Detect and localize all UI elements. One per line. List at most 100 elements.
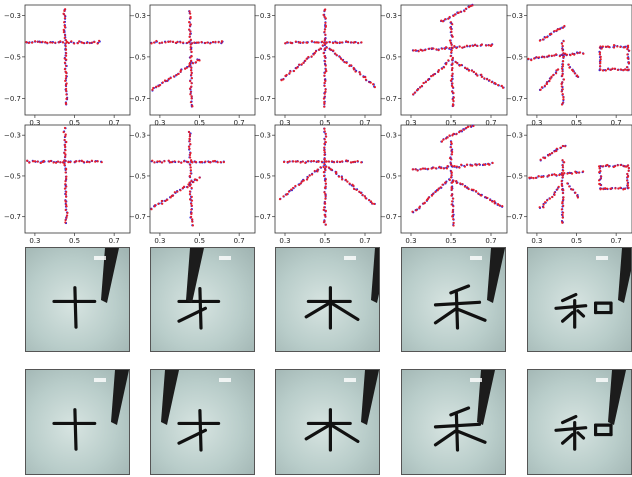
trajectory-point bbox=[556, 28, 560, 31]
trajectory-point bbox=[491, 161, 494, 165]
trajectory-point bbox=[554, 53, 558, 56]
trajectory-point bbox=[325, 135, 328, 138]
trajectory-point bbox=[558, 173, 561, 177]
trajectory-point bbox=[448, 39, 452, 42]
trajectory-point bbox=[455, 133, 458, 136]
ink-stroke bbox=[304, 423, 331, 441]
trajectory-point bbox=[177, 72, 180, 76]
trajectory-point bbox=[456, 62, 459, 65]
trajectory-point bbox=[451, 134, 454, 137]
trajectory-point bbox=[461, 183, 464, 186]
trajectory-point bbox=[332, 49, 335, 52]
trajectory-point bbox=[179, 189, 182, 192]
trajectory-point bbox=[188, 153, 192, 156]
trajectory-point bbox=[306, 41, 309, 44]
trajectory-point bbox=[160, 41, 164, 44]
x-tick-label: 0.7 bbox=[611, 237, 622, 245]
trajectory-point bbox=[416, 88, 419, 92]
trajectory-point bbox=[350, 64, 353, 67]
trajectory-point bbox=[39, 161, 42, 165]
trajectory-point bbox=[54, 41, 57, 44]
trajectory-point bbox=[189, 101, 193, 104]
trajectory-point bbox=[450, 77, 454, 81]
trajectory-point bbox=[626, 175, 629, 179]
trajectory-point bbox=[305, 178, 309, 181]
trajectory-point bbox=[418, 206, 421, 209]
ink-stroke bbox=[198, 286, 203, 330]
y-tick-label: −0.3 bbox=[380, 12, 397, 20]
trajectory-point bbox=[188, 40, 191, 43]
y-tick-label: −0.3 bbox=[4, 132, 21, 140]
trajectory-point bbox=[561, 202, 564, 205]
trajectory-point bbox=[64, 48, 68, 51]
trajectory-point bbox=[324, 195, 327, 198]
trajectory-point bbox=[469, 44, 472, 47]
trajectory-point bbox=[190, 59, 193, 62]
trajectory-point bbox=[544, 36, 547, 39]
trajectory-point bbox=[445, 167, 449, 170]
trajectory-point bbox=[555, 29, 558, 32]
x-tick-label: 0.7 bbox=[485, 119, 496, 127]
ink-stroke bbox=[554, 426, 588, 432]
trajectory-point bbox=[452, 14, 455, 18]
trajectory-point bbox=[193, 178, 197, 181]
trajectory-point bbox=[493, 202, 496, 205]
trajectory-point bbox=[324, 197, 327, 200]
pen-icon bbox=[186, 248, 204, 303]
trajectory-point bbox=[65, 177, 68, 180]
trajectory-point bbox=[553, 29, 556, 33]
trajectory-point bbox=[322, 221, 326, 224]
trajectory-point bbox=[322, 97, 326, 100]
trajectory-point bbox=[602, 187, 605, 191]
trajectory-point bbox=[64, 171, 67, 174]
trajectory-point bbox=[490, 43, 493, 46]
trajectory-point bbox=[189, 43, 192, 46]
trajectory-point bbox=[65, 195, 68, 198]
trajectory-point bbox=[489, 198, 492, 202]
trajectory-point bbox=[550, 152, 554, 155]
trajectory-point bbox=[345, 40, 348, 43]
trajectory-point bbox=[323, 160, 326, 163]
trajectory-point bbox=[364, 197, 367, 200]
trajectory-point bbox=[30, 41, 34, 44]
trajectory-point bbox=[282, 195, 285, 198]
trajectory-point bbox=[190, 199, 194, 202]
trajectory-point bbox=[561, 164, 564, 167]
trajectory-point bbox=[325, 46, 328, 49]
trajectory-point bbox=[299, 41, 302, 44]
trajectory-point bbox=[488, 163, 491, 166]
trajectory-point bbox=[553, 173, 556, 176]
trajectory-point bbox=[153, 205, 156, 208]
trajectory-point bbox=[173, 191, 176, 194]
trajectory-point bbox=[498, 204, 501, 207]
trajectory-point bbox=[190, 212, 193, 216]
y-tick-label: −0.3 bbox=[254, 12, 271, 20]
trajectory-point bbox=[626, 164, 630, 167]
trajectory-point bbox=[330, 48, 333, 51]
trajectory-point bbox=[627, 57, 630, 60]
trajectory-point bbox=[188, 33, 192, 36]
trajectory-point bbox=[325, 41, 328, 44]
trajectory-point bbox=[98, 39, 101, 42]
y-tick-label: −0.7 bbox=[254, 95, 271, 103]
trajectory-point bbox=[188, 140, 191, 143]
trajectory-point bbox=[194, 61, 198, 64]
trajectory-point bbox=[599, 188, 602, 191]
trajectory-point bbox=[437, 187, 440, 190]
trajectory-point bbox=[169, 40, 172, 43]
trajectory-point bbox=[324, 33, 327, 36]
trajectory-point bbox=[555, 147, 558, 150]
trajectory-point bbox=[582, 170, 585, 173]
trajectory-point bbox=[69, 160, 72, 164]
trajectory-point bbox=[161, 202, 164, 205]
trajectory-point bbox=[189, 163, 192, 166]
trajectory-point bbox=[64, 34, 67, 37]
trajectory-point bbox=[571, 188, 574, 191]
trajectory-point bbox=[542, 175, 545, 178]
trajectory-point bbox=[324, 88, 327, 91]
trajectory-point bbox=[359, 191, 363, 195]
trajectory-point bbox=[189, 172, 192, 175]
trajectory-point bbox=[626, 179, 629, 182]
trajectory-point bbox=[452, 218, 455, 221]
trajectory-point bbox=[604, 69, 607, 72]
